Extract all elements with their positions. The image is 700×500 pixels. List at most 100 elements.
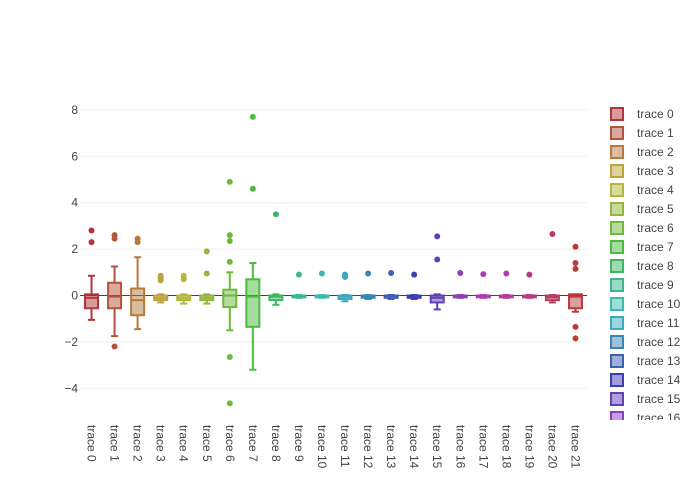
legend-swatch bbox=[610, 126, 624, 140]
legend-swatch bbox=[610, 392, 624, 406]
box-iqr bbox=[245, 278, 261, 328]
x-tick-label: trace 4 bbox=[177, 425, 191, 462]
legend-label: trace 3 bbox=[637, 164, 674, 178]
legend-item[interactable]: trace 2 bbox=[610, 145, 674, 159]
legend-item[interactable]: trace 13 bbox=[610, 354, 681, 368]
outlier-point bbox=[503, 270, 510, 277]
box-trace[interactable] bbox=[452, 269, 468, 299]
box-trace[interactable] bbox=[383, 269, 399, 300]
outlier-point bbox=[572, 335, 579, 342]
box-trace[interactable] bbox=[176, 272, 192, 305]
legend-item[interactable]: trace 0 bbox=[610, 107, 674, 121]
box-trace[interactable] bbox=[360, 270, 376, 300]
y-axis-ticks: 8 6 4 2 0 −2 −4 bbox=[64, 103, 78, 395]
box-iqr bbox=[429, 294, 445, 304]
x-axis-ticks: trace 0 trace 1 trace 2 trace 3 trace 4 trace… bbox=[85, 425, 583, 469]
legend-item[interactable]: trace 4 bbox=[610, 183, 674, 197]
legend-item[interactable]: trace 10 bbox=[610, 297, 681, 311]
x-tick-label: trace 15 bbox=[430, 425, 444, 469]
legend-label: trace 12 bbox=[637, 335, 681, 349]
box-trace[interactable] bbox=[337, 271, 353, 303]
legend-label: trace 5 bbox=[637, 202, 674, 216]
legend-swatch bbox=[610, 354, 624, 368]
legend-label: trace 10 bbox=[637, 297, 681, 311]
box-trace[interactable] bbox=[567, 243, 583, 342]
legend-label: trace 6 bbox=[637, 221, 674, 235]
outlier-point bbox=[572, 260, 579, 267]
outlier-point bbox=[203, 270, 210, 277]
legend-swatch bbox=[610, 221, 624, 235]
legend[interactable]: trace 0 trace 1 trace 2 trace 3 trace 4 trace… bbox=[610, 107, 681, 425]
outlier-point bbox=[226, 237, 233, 244]
legend-label: trace 9 bbox=[637, 278, 674, 292]
legend-item[interactable]: trace 7 bbox=[610, 240, 674, 254]
legend-swatch bbox=[610, 145, 624, 159]
box-trace[interactable] bbox=[429, 233, 445, 311]
box-trace[interactable] bbox=[199, 248, 215, 305]
box-trace[interactable] bbox=[544, 231, 560, 304]
outlier-point bbox=[526, 271, 533, 278]
legend-label: trace 15 bbox=[637, 392, 681, 406]
box-traces[interactable] bbox=[84, 113, 583, 407]
box-trace[interactable] bbox=[291, 271, 307, 299]
legend-swatch bbox=[610, 202, 624, 216]
box-trace[interactable] bbox=[498, 270, 514, 299]
legend-item[interactable]: trace 1 bbox=[610, 126, 674, 140]
outlier-point bbox=[203, 248, 210, 255]
outlier-point bbox=[272, 211, 279, 218]
box-iqr bbox=[130, 287, 146, 317]
legend-swatch bbox=[610, 240, 624, 254]
box-trace[interactable] bbox=[130, 235, 146, 331]
box-trace[interactable] bbox=[475, 271, 491, 299]
box-trace[interactable] bbox=[314, 270, 330, 299]
outlier-point bbox=[434, 233, 441, 240]
x-tick-label: trace 20 bbox=[545, 425, 559, 469]
y-tick-label: 0 bbox=[71, 289, 78, 303]
legend-swatch bbox=[610, 259, 624, 273]
outlier-point bbox=[226, 258, 233, 265]
x-tick-label: trace 3 bbox=[154, 425, 168, 462]
legend-item[interactable]: trace 6 bbox=[610, 221, 674, 235]
gridlines bbox=[80, 109, 587, 389]
outlier-point bbox=[226, 232, 233, 239]
legend-swatch bbox=[610, 107, 624, 121]
x-tick-label: trace 8 bbox=[269, 425, 283, 462]
outlier-point bbox=[411, 271, 418, 278]
box-iqr bbox=[567, 293, 583, 310]
outlier-point bbox=[226, 353, 233, 360]
x-tick-label: trace 0 bbox=[85, 425, 99, 462]
x-tick-label: trace 19 bbox=[522, 425, 536, 469]
box-trace[interactable] bbox=[153, 272, 169, 304]
legend-item[interactable]: trace 11 bbox=[610, 316, 680, 330]
box-trace[interactable] bbox=[245, 113, 261, 371]
y-tick-label: 6 bbox=[71, 149, 78, 163]
legend-item[interactable]: trace 15 bbox=[610, 392, 681, 406]
outlier-point bbox=[249, 113, 256, 120]
legend-swatch bbox=[610, 411, 624, 420]
legend-label: trace 2 bbox=[637, 145, 674, 159]
box-iqr bbox=[84, 293, 100, 310]
legend-item[interactable]: trace 14 bbox=[610, 373, 681, 387]
legend-item[interactable]: trace 8 bbox=[610, 259, 674, 273]
legend-item[interactable]: trace 3 bbox=[610, 164, 674, 178]
legend-item[interactable]: trace 9 bbox=[610, 278, 674, 292]
x-tick-label: trace 9 bbox=[292, 425, 306, 462]
outlier-point bbox=[249, 185, 256, 192]
legend-swatch bbox=[610, 183, 624, 197]
box-trace[interactable] bbox=[268, 211, 284, 306]
box-iqr bbox=[107, 281, 123, 310]
box-trace[interactable] bbox=[84, 227, 100, 321]
box-trace[interactable] bbox=[107, 232, 123, 350]
legend-item[interactable]: trace 12 bbox=[610, 335, 681, 349]
box-trace[interactable] bbox=[406, 271, 422, 300]
x-tick-label: trace 21 bbox=[568, 425, 582, 469]
y-tick-label: 2 bbox=[71, 242, 78, 256]
box-trace[interactable] bbox=[521, 271, 537, 299]
box-trace[interactable] bbox=[222, 178, 238, 407]
legend-swatch bbox=[610, 316, 624, 330]
legend-item[interactable]: trace 16 bbox=[610, 411, 681, 425]
legend-label: trace 11 bbox=[637, 316, 680, 330]
outlier-point bbox=[295, 271, 302, 278]
legend-item[interactable]: trace 5 bbox=[610, 202, 674, 216]
outlier-point bbox=[318, 270, 325, 277]
